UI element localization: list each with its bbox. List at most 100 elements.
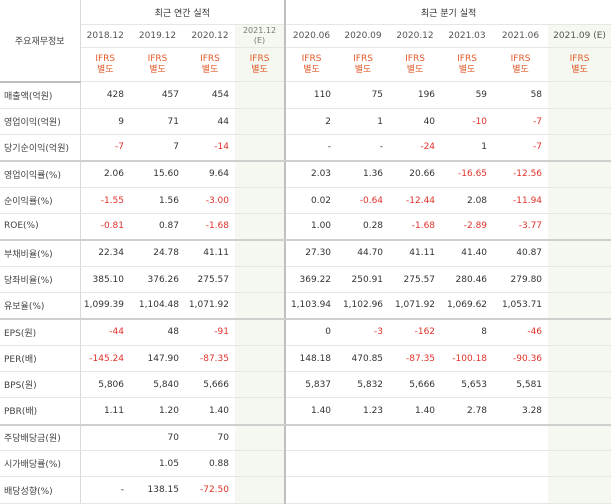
table-row: EPS(원) -44 48 -91 0 -3 -162 8 -46 bbox=[0, 318, 611, 346]
table-cell: 5,806 bbox=[80, 371, 130, 398]
table-cell: -72.50 bbox=[185, 476, 235, 504]
table-header: 주요재무정보 최근 연간 실적 최근 분기 실적 2018.12 2019.12… bbox=[0, 0, 611, 83]
period-header: 2019.12 bbox=[130, 24, 185, 48]
table-cell bbox=[235, 213, 286, 241]
table-cell: 1,069.62 bbox=[441, 292, 494, 320]
table-cell: -100.18 bbox=[441, 345, 494, 372]
table-cell: 0.87 bbox=[130, 213, 185, 241]
table-cell bbox=[235, 266, 286, 293]
table-cell: 1.36 bbox=[337, 160, 390, 188]
table-cell bbox=[389, 424, 442, 451]
row-label: BPS(원) bbox=[0, 371, 81, 398]
period-header: 2018.12 bbox=[80, 24, 130, 48]
table-row: 당기순이익(억원) -7 7 -14- - -24 1 -7 bbox=[0, 134, 611, 162]
table-cell: -7 bbox=[493, 134, 549, 162]
table-cell: 0 bbox=[284, 318, 338, 346]
table-cell: -90.36 bbox=[493, 345, 549, 372]
table-cell: 70 bbox=[130, 424, 185, 451]
table-cell: 5,666 bbox=[185, 371, 235, 398]
table-cell: 9.64 bbox=[185, 160, 235, 188]
table-cell bbox=[493, 450, 549, 477]
table-cell: 2.78 bbox=[441, 397, 494, 426]
table-cell: -3 bbox=[337, 318, 390, 346]
row-label: 유보율(%) bbox=[0, 292, 81, 320]
table-cell bbox=[548, 318, 611, 346]
table-cell: -87.35 bbox=[389, 345, 442, 372]
table-cell: 1,104.48 bbox=[130, 292, 185, 320]
table-cell: 75 bbox=[337, 81, 390, 109]
table-cell: 44.70 bbox=[337, 239, 390, 267]
table-cell: -12.56 bbox=[493, 160, 549, 188]
period-header-year: 2021.12 bbox=[242, 26, 277, 35]
table-cell: 470.85 bbox=[337, 345, 390, 372]
table-cell: 22.34 bbox=[80, 239, 130, 267]
row-header-label: 주요재무정보 bbox=[0, 0, 81, 83]
table-cell bbox=[235, 134, 286, 162]
row-label: 주당배당금(원) bbox=[0, 424, 81, 451]
row-label: 배당성향(%) bbox=[0, 476, 81, 504]
table-cell bbox=[389, 476, 442, 504]
table-cell bbox=[235, 345, 286, 372]
table-cell bbox=[235, 371, 286, 398]
table-cell: -91 bbox=[185, 318, 235, 346]
table-cell: -10 bbox=[441, 108, 494, 135]
table-cell: 1,071.92 bbox=[185, 292, 235, 320]
table-cell: 48 bbox=[130, 318, 185, 346]
table-row: 순이익률(%) -1.55 1.56 -3.00 0.02 -0.64 -12.44 2.08… bbox=[0, 187, 611, 214]
ifrs-badge: IFRS 별도 bbox=[548, 47, 611, 82]
table-cell: 147.90 bbox=[130, 345, 185, 372]
table-cell: - bbox=[337, 134, 390, 162]
table-cell: -14 bbox=[185, 134, 235, 162]
table-cell bbox=[548, 476, 611, 504]
period-header: 2020.12 bbox=[389, 24, 442, 48]
table-cell bbox=[235, 160, 286, 188]
table-cell bbox=[80, 424, 130, 451]
row-label: 부채비율(%) bbox=[0, 239, 81, 267]
table-cell bbox=[337, 424, 390, 451]
table-row: 주당배당금(원) 70 70 bbox=[0, 424, 611, 451]
group-annual-label: 최근 연간 실적 bbox=[80, 0, 286, 25]
period-header: 2020.12 bbox=[185, 24, 235, 48]
ifrs-badge: IFRS 별도 bbox=[185, 47, 235, 82]
table-cell: 454 bbox=[185, 81, 235, 109]
ifrs-badge: IFRS 별도 bbox=[493, 47, 549, 82]
table-cell: -162 bbox=[389, 318, 442, 346]
table-row: 부채비율(%) 22.34 24.78 41.11 27.30 44.70 41.11 41.… bbox=[0, 239, 611, 267]
table-cell bbox=[548, 266, 611, 293]
table-cell: 5,840 bbox=[130, 371, 185, 398]
table-cell: 20.66 bbox=[389, 160, 442, 188]
table-cell bbox=[389, 450, 442, 477]
table-cell: 1,071.92 bbox=[389, 292, 442, 320]
table-cell bbox=[284, 424, 338, 451]
table-cell: -24 bbox=[389, 134, 442, 162]
table-body: 매출액(억원) 428 457 454 110 75 196 59 58 영업이익(억원) 9 71 4… bbox=[0, 81, 611, 504]
period-header-estimate: 2021.12 (E) bbox=[235, 24, 286, 48]
table-cell: -1.68 bbox=[185, 213, 235, 241]
table-cell bbox=[548, 424, 611, 451]
table-cell: 5,653 bbox=[441, 371, 494, 398]
table-cell: 58 bbox=[493, 81, 549, 109]
table-cell: 1.56 bbox=[130, 187, 185, 214]
table-cell bbox=[235, 318, 286, 346]
table-cell bbox=[441, 450, 494, 477]
table-cell bbox=[548, 345, 611, 372]
table-cell bbox=[235, 108, 286, 135]
table-cell: 279.80 bbox=[493, 266, 549, 293]
table-cell: 1.40 bbox=[284, 397, 338, 426]
table-cell: 110 bbox=[284, 81, 338, 109]
table-cell bbox=[284, 476, 338, 504]
table-cell: 41.11 bbox=[389, 239, 442, 267]
table-cell: 70 bbox=[185, 424, 235, 451]
table-cell: -7 bbox=[493, 108, 549, 135]
table-cell: 457 bbox=[130, 81, 185, 109]
row-label: ROE(%) bbox=[0, 213, 81, 241]
table-cell bbox=[235, 450, 286, 477]
table-cell: -0.81 bbox=[80, 213, 130, 241]
table-cell: -3.00 bbox=[185, 187, 235, 214]
table-cell bbox=[235, 239, 286, 267]
table-row: 배당성향(%) -138.15 -72.50 bbox=[0, 476, 611, 504]
row-label: 순이익률(%) bbox=[0, 187, 81, 214]
table-cell: 428 bbox=[80, 81, 130, 109]
table-cell: 1 bbox=[441, 134, 494, 162]
table-cell: 148.18 bbox=[284, 345, 338, 372]
